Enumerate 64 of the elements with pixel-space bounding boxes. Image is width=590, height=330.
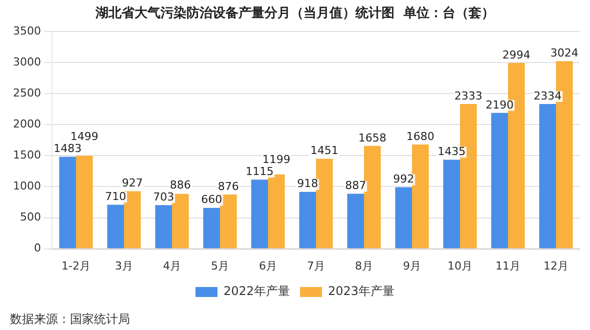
bar bbox=[443, 160, 460, 248]
x-tick-label: 4月 bbox=[162, 259, 181, 272]
data-label: 1115 bbox=[246, 164, 274, 178]
data-label: 2994 bbox=[502, 48, 530, 62]
bar bbox=[124, 191, 141, 248]
source-note: 数据来源：国家统计局 bbox=[10, 312, 130, 326]
data-label: 927 bbox=[122, 176, 143, 190]
data-label: 1680 bbox=[406, 130, 434, 143]
data-label: 1499 bbox=[70, 130, 98, 144]
chart-title: 湖北省大气污染防治设备产量分月（当月值）统计图 单位：台（套） bbox=[94, 5, 495, 22]
bar bbox=[59, 156, 76, 248]
data-label: 660 bbox=[201, 193, 222, 206]
data-label: 2190 bbox=[486, 98, 514, 112]
x-tick-label: 11月 bbox=[496, 259, 520, 272]
data-label: 1658 bbox=[358, 131, 386, 144]
y-tick-label: 1500 bbox=[12, 148, 41, 162]
y-tick-label: 2500 bbox=[12, 86, 41, 100]
bar bbox=[347, 194, 364, 248]
bar bbox=[268, 174, 285, 248]
data-label: 1435 bbox=[438, 145, 466, 158]
y-tick-label: 2000 bbox=[12, 118, 41, 131]
x-tick-label: 1-2月 bbox=[62, 259, 90, 272]
y-tick-label: 1000 bbox=[12, 180, 41, 193]
y-tick-label: 3000 bbox=[12, 55, 41, 68]
legend-label: 2023年产量 bbox=[328, 284, 395, 298]
data-label: 703 bbox=[153, 190, 174, 204]
bar bbox=[107, 204, 124, 248]
data-label: 1483 bbox=[54, 142, 82, 156]
x-tick-label: 3月 bbox=[114, 259, 133, 272]
bar bbox=[395, 187, 412, 248]
bar bbox=[539, 104, 556, 248]
bar bbox=[299, 192, 316, 248]
data-label: 1199 bbox=[262, 152, 290, 166]
bar bbox=[316, 158, 333, 248]
x-tick-label: 9月 bbox=[403, 259, 421, 272]
bar bbox=[203, 208, 220, 248]
y-tick-label: 0 bbox=[34, 242, 41, 255]
x-tick-label: 5月 bbox=[210, 259, 229, 272]
data-label: 3024 bbox=[550, 46, 578, 60]
y-tick-label: 500 bbox=[20, 210, 41, 224]
data-label: 992 bbox=[393, 172, 414, 186]
x-tick-label: 10月 bbox=[448, 259, 472, 272]
data-label: 887 bbox=[345, 179, 366, 192]
y-tick-label: 3500 bbox=[12, 24, 41, 38]
data-label: 710 bbox=[105, 190, 126, 204]
legend-label: 2022年产量 bbox=[223, 284, 290, 298]
data-label: 2334 bbox=[534, 89, 562, 102]
x-tick-label: 12月 bbox=[544, 259, 568, 272]
bar bbox=[364, 146, 381, 248]
data-label: 918 bbox=[297, 177, 318, 190]
bar bbox=[251, 180, 268, 248]
x-tick-label: 6月 bbox=[258, 259, 277, 272]
bar bbox=[491, 112, 508, 248]
bar bbox=[155, 205, 172, 248]
bar bbox=[412, 144, 429, 248]
data-label: 2333 bbox=[454, 89, 482, 102]
data-label: 886 bbox=[170, 178, 191, 192]
x-tick-label: 7月 bbox=[306, 259, 325, 272]
bar bbox=[220, 194, 237, 248]
data-label: 1451 bbox=[310, 144, 338, 158]
bar bbox=[76, 156, 93, 248]
bar bbox=[172, 194, 189, 248]
x-tick-label: 8月 bbox=[355, 259, 373, 272]
data-label: 876 bbox=[218, 180, 239, 193]
